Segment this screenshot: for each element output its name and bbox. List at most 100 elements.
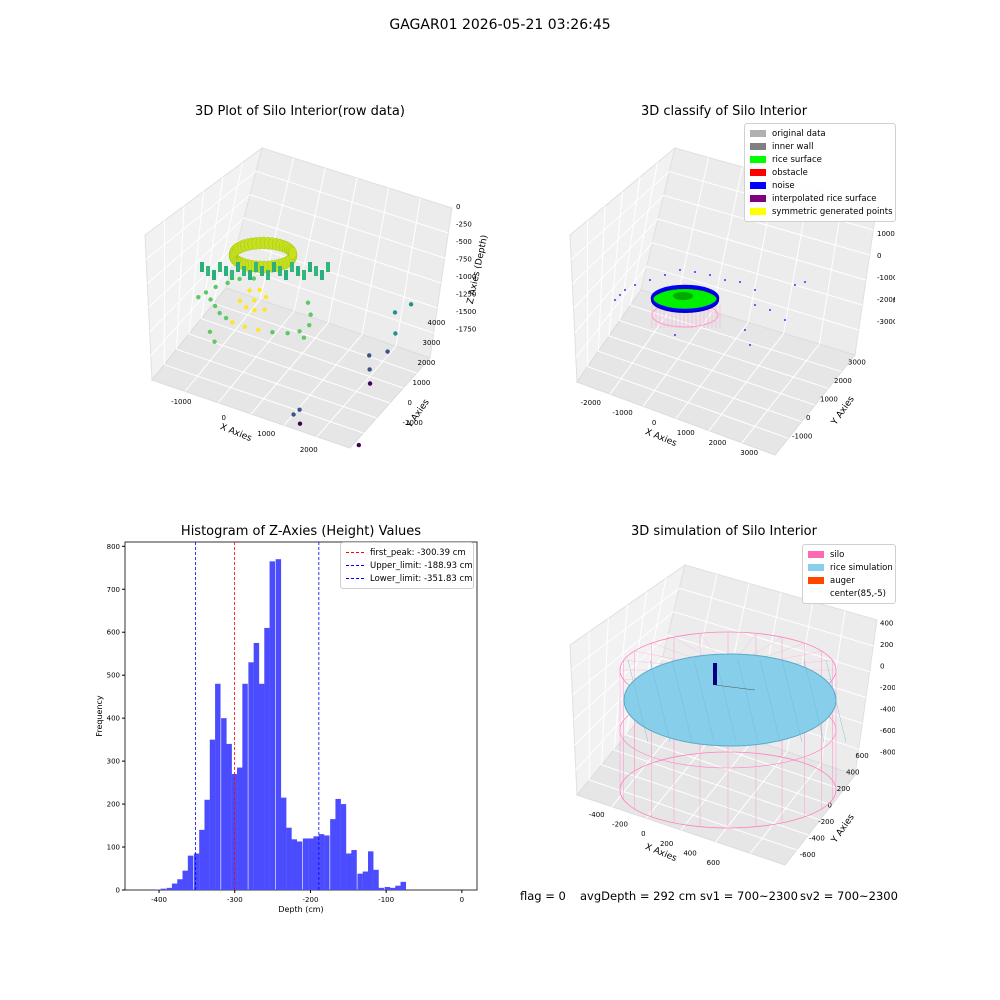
y-tick-label: 400 [846, 769, 859, 777]
legend-label: rice simulation [830, 562, 893, 573]
data-point [356, 442, 362, 448]
data-point [244, 305, 249, 310]
avg-depth-status: avgDepth = 292 cm [580, 889, 697, 903]
histogram-bar [160, 888, 167, 890]
grid-line [200, 176, 404, 389]
z-tick-label: 200 [880, 641, 893, 649]
legend-label: center(85,-5) [830, 588, 886, 599]
histogram-bar [193, 853, 200, 890]
grid-line [575, 265, 859, 358]
legend-swatch [750, 130, 766, 137]
histogram-bar [357, 873, 363, 890]
noise-point [619, 294, 621, 296]
z-tick-label: -800 [880, 748, 895, 756]
y-tick-label: 3000 [423, 339, 441, 347]
x-tick-label: 2000 [300, 446, 318, 454]
rice-mesh-line [649, 659, 671, 743]
grid-line [625, 591, 832, 806]
noise-point [754, 304, 756, 306]
histogram-bar [204, 799, 210, 890]
raw-data-3d-plot: -1000 0 1000 2000 -1000 0 1000 2000 3000 4000 0 -25… [144, 146, 490, 454]
noise-point [664, 274, 666, 276]
data-point [251, 276, 257, 281]
legend-swatch [808, 590, 824, 597]
panel2-title: 3D classify of Silo Interior [640, 104, 808, 119]
z-tick-label: 1000 [877, 230, 895, 238]
data-point [392, 310, 398, 315]
legend-line [346, 578, 364, 579]
rice-mesh-line [693, 659, 715, 743]
y-tick-label: 300 [107, 758, 120, 766]
histogram-bar [280, 797, 287, 890]
wall-point [248, 270, 252, 280]
legend-label: Upper_limit: -188.93 cm [370, 560, 473, 571]
legend-label: first_peak: -300.39 cm [370, 547, 466, 558]
x-tick-label: -400 [589, 811, 605, 819]
grid-line [708, 185, 811, 431]
histogram-bar [264, 627, 270, 890]
wall-point [326, 262, 330, 272]
wall-point [302, 270, 306, 280]
grid-line [149, 240, 438, 333]
ring-point [288, 247, 297, 260]
data-point [291, 412, 296, 417]
wall-point [272, 262, 276, 272]
rice-surface-core [673, 292, 693, 300]
rice-simulation-surface [623, 653, 837, 747]
noise-point [624, 289, 626, 291]
y-tick-label: 0 [806, 414, 810, 422]
data-point [408, 302, 414, 307]
y-tick-label: 100 [107, 844, 120, 852]
wall-point [278, 266, 282, 276]
wall-point [206, 266, 210, 276]
y-tick-label: 4000 [428, 319, 446, 327]
z-tick-label: -2000 [877, 296, 895, 304]
histogram-bar [313, 836, 319, 890]
legend-item: original data [750, 127, 890, 140]
legend-swatch [750, 156, 766, 163]
z-tick-label: -600 [880, 727, 895, 735]
auger [713, 663, 717, 685]
z-tick-label: 400 [880, 620, 893, 628]
histogram-bar [302, 838, 309, 890]
wall-point [284, 270, 288, 280]
histogram-bar [286, 827, 292, 890]
data-point [207, 329, 213, 334]
noise-point [674, 334, 676, 336]
y-tick-label: 400 [107, 715, 120, 723]
wall-point [224, 266, 228, 276]
wall-point [230, 270, 234, 280]
legend-label: symmetric generated points [772, 206, 893, 217]
histogram-bar [242, 683, 248, 890]
x-tick-label: 1000 [677, 429, 695, 437]
y-axis-label: Frequency [95, 695, 104, 737]
flag-status: flag = 0 [520, 889, 566, 903]
data-point [196, 294, 201, 300]
y-tick-label: -600 [800, 851, 816, 859]
legend-swatch [750, 143, 766, 150]
rice-mesh-line [715, 659, 737, 743]
data-point [212, 339, 217, 344]
x-tick-label: 200 [660, 840, 673, 848]
x-tick-label: 600 [707, 859, 720, 867]
data-point [297, 421, 303, 426]
histogram-bar [373, 869, 379, 890]
legend-item: noise [750, 179, 890, 192]
legend-swatch [750, 208, 766, 215]
grid-line [619, 176, 829, 389]
data-point [237, 298, 243, 303]
legend-label: interpolated rice surface [772, 193, 877, 204]
wall-point [200, 262, 204, 272]
noise-point [634, 284, 636, 286]
legend-item: symmetric generated points [750, 205, 893, 218]
y-tick-label: 0 [408, 399, 412, 407]
legend-line [346, 565, 364, 566]
histogram-bar [296, 841, 303, 890]
y-tick-label: 600 [855, 752, 868, 760]
x-tick-label: 1000 [257, 430, 275, 438]
legend-item: first_peak: -300.39 cm [346, 546, 468, 559]
y-tick-label: 200 [107, 801, 120, 809]
z-tick-label: -750 [456, 255, 472, 263]
data-point [297, 407, 302, 412]
z-tick-label: 0 [880, 663, 884, 671]
